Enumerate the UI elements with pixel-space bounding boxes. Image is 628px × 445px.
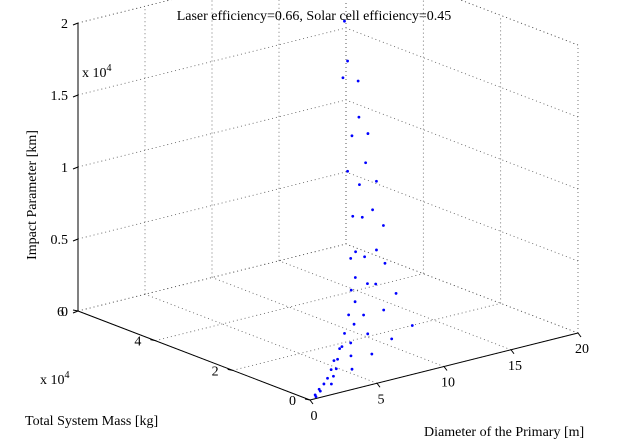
x-tick (309, 399, 314, 405)
x-tick (443, 366, 448, 371)
x-tick-label: 10 (441, 376, 455, 391)
z-axis-exponent: x 104 (82, 63, 112, 81)
data-point (334, 367, 338, 371)
y-tick-label: 4 (134, 335, 141, 350)
data-point (364, 161, 368, 165)
x-tick (510, 349, 515, 355)
x-tick-label: 15 (508, 359, 522, 374)
data-point (338, 347, 342, 351)
z-tick-label: 1 (61, 161, 68, 176)
data-point (356, 79, 360, 83)
data-point (329, 368, 333, 371)
data-point (371, 208, 374, 212)
data-point (351, 214, 355, 218)
data-point (390, 337, 394, 341)
data-point (329, 382, 333, 386)
data-point (349, 354, 353, 358)
y-axis-line (77, 310, 311, 401)
data-point (357, 115, 361, 119)
y-tick (150, 339, 156, 342)
x-tick-label: 20 (575, 342, 589, 357)
data-point (326, 376, 329, 380)
x-axis-label: Diameter of the Primary [m] (424, 425, 584, 440)
data-point (341, 76, 345, 80)
data-point (353, 276, 357, 279)
y-axis-label: Total System Mass [kg] (25, 414, 158, 429)
data-point (343, 331, 346, 335)
gridline (345, 171, 579, 262)
data-point (350, 367, 354, 371)
z-tick (72, 310, 79, 314)
gridline (278, 260, 512, 351)
data-point (360, 215, 364, 219)
data-point (349, 341, 353, 345)
data-point (322, 382, 326, 386)
z-tick-label: 2 (61, 17, 68, 32)
data-point (366, 132, 370, 135)
chart-title: Laser efficiency=0.66, Solar cell effici… (177, 9, 452, 24)
axes-grid (77, 0, 579, 401)
gridline (211, 277, 445, 367)
data-points (313, 19, 414, 398)
data-point (363, 255, 367, 259)
x-tick-label: 0 (311, 409, 318, 424)
data-point (347, 313, 351, 317)
y-tick-label: 2 (212, 364, 219, 379)
data-point (358, 183, 361, 187)
data-point (336, 357, 339, 361)
gridline (155, 273, 424, 342)
data-point (317, 387, 321, 391)
data-point (332, 374, 335, 378)
data-point (353, 300, 357, 304)
data-point (354, 250, 357, 254)
z-axis-label: Impact Parameter [km] (25, 130, 40, 260)
data-point (375, 179, 378, 183)
data-point (346, 59, 349, 63)
data-point (362, 313, 365, 317)
data-point (370, 352, 374, 356)
data-point (383, 261, 387, 265)
data-point (349, 257, 353, 260)
y-tick (227, 368, 233, 371)
y-tick-label: 0 (289, 394, 296, 409)
data-point (382, 308, 386, 312)
gridline (345, 243, 579, 334)
gridline (144, 293, 378, 384)
gridline (345, 99, 579, 190)
x-tick (376, 382, 381, 388)
data-point (346, 169, 349, 173)
data-point (332, 359, 336, 363)
data-point (382, 224, 385, 227)
data-point (375, 248, 378, 252)
z-tick (72, 166, 79, 170)
data-point (349, 288, 353, 292)
z-tick-label: 0 (61, 305, 68, 320)
gridline (459, 0, 579, 46)
z-tick (72, 94, 79, 98)
z-tick (72, 238, 79, 242)
data-point (410, 324, 414, 327)
data-point (340, 345, 344, 349)
y-tick (304, 398, 311, 401)
data-point (350, 134, 354, 138)
gridline (345, 27, 579, 118)
z-tick-label: 1.5 (51, 89, 69, 104)
gridline (232, 302, 501, 371)
z-tick-label: 0.5 (51, 233, 69, 248)
x-tick-label: 5 (378, 392, 385, 407)
y-axis-exponent: x 104 (40, 370, 70, 388)
data-point (366, 332, 370, 336)
data-point (394, 291, 398, 295)
y-tick-label: 6 (57, 305, 64, 320)
data-point (352, 322, 356, 326)
data-point (313, 393, 317, 397)
data-point (343, 19, 346, 23)
x-tick (577, 332, 582, 338)
data-point (366, 282, 369, 286)
data-point (374, 282, 378, 286)
z-tick (72, 22, 79, 26)
axes-box (72, 22, 582, 405)
